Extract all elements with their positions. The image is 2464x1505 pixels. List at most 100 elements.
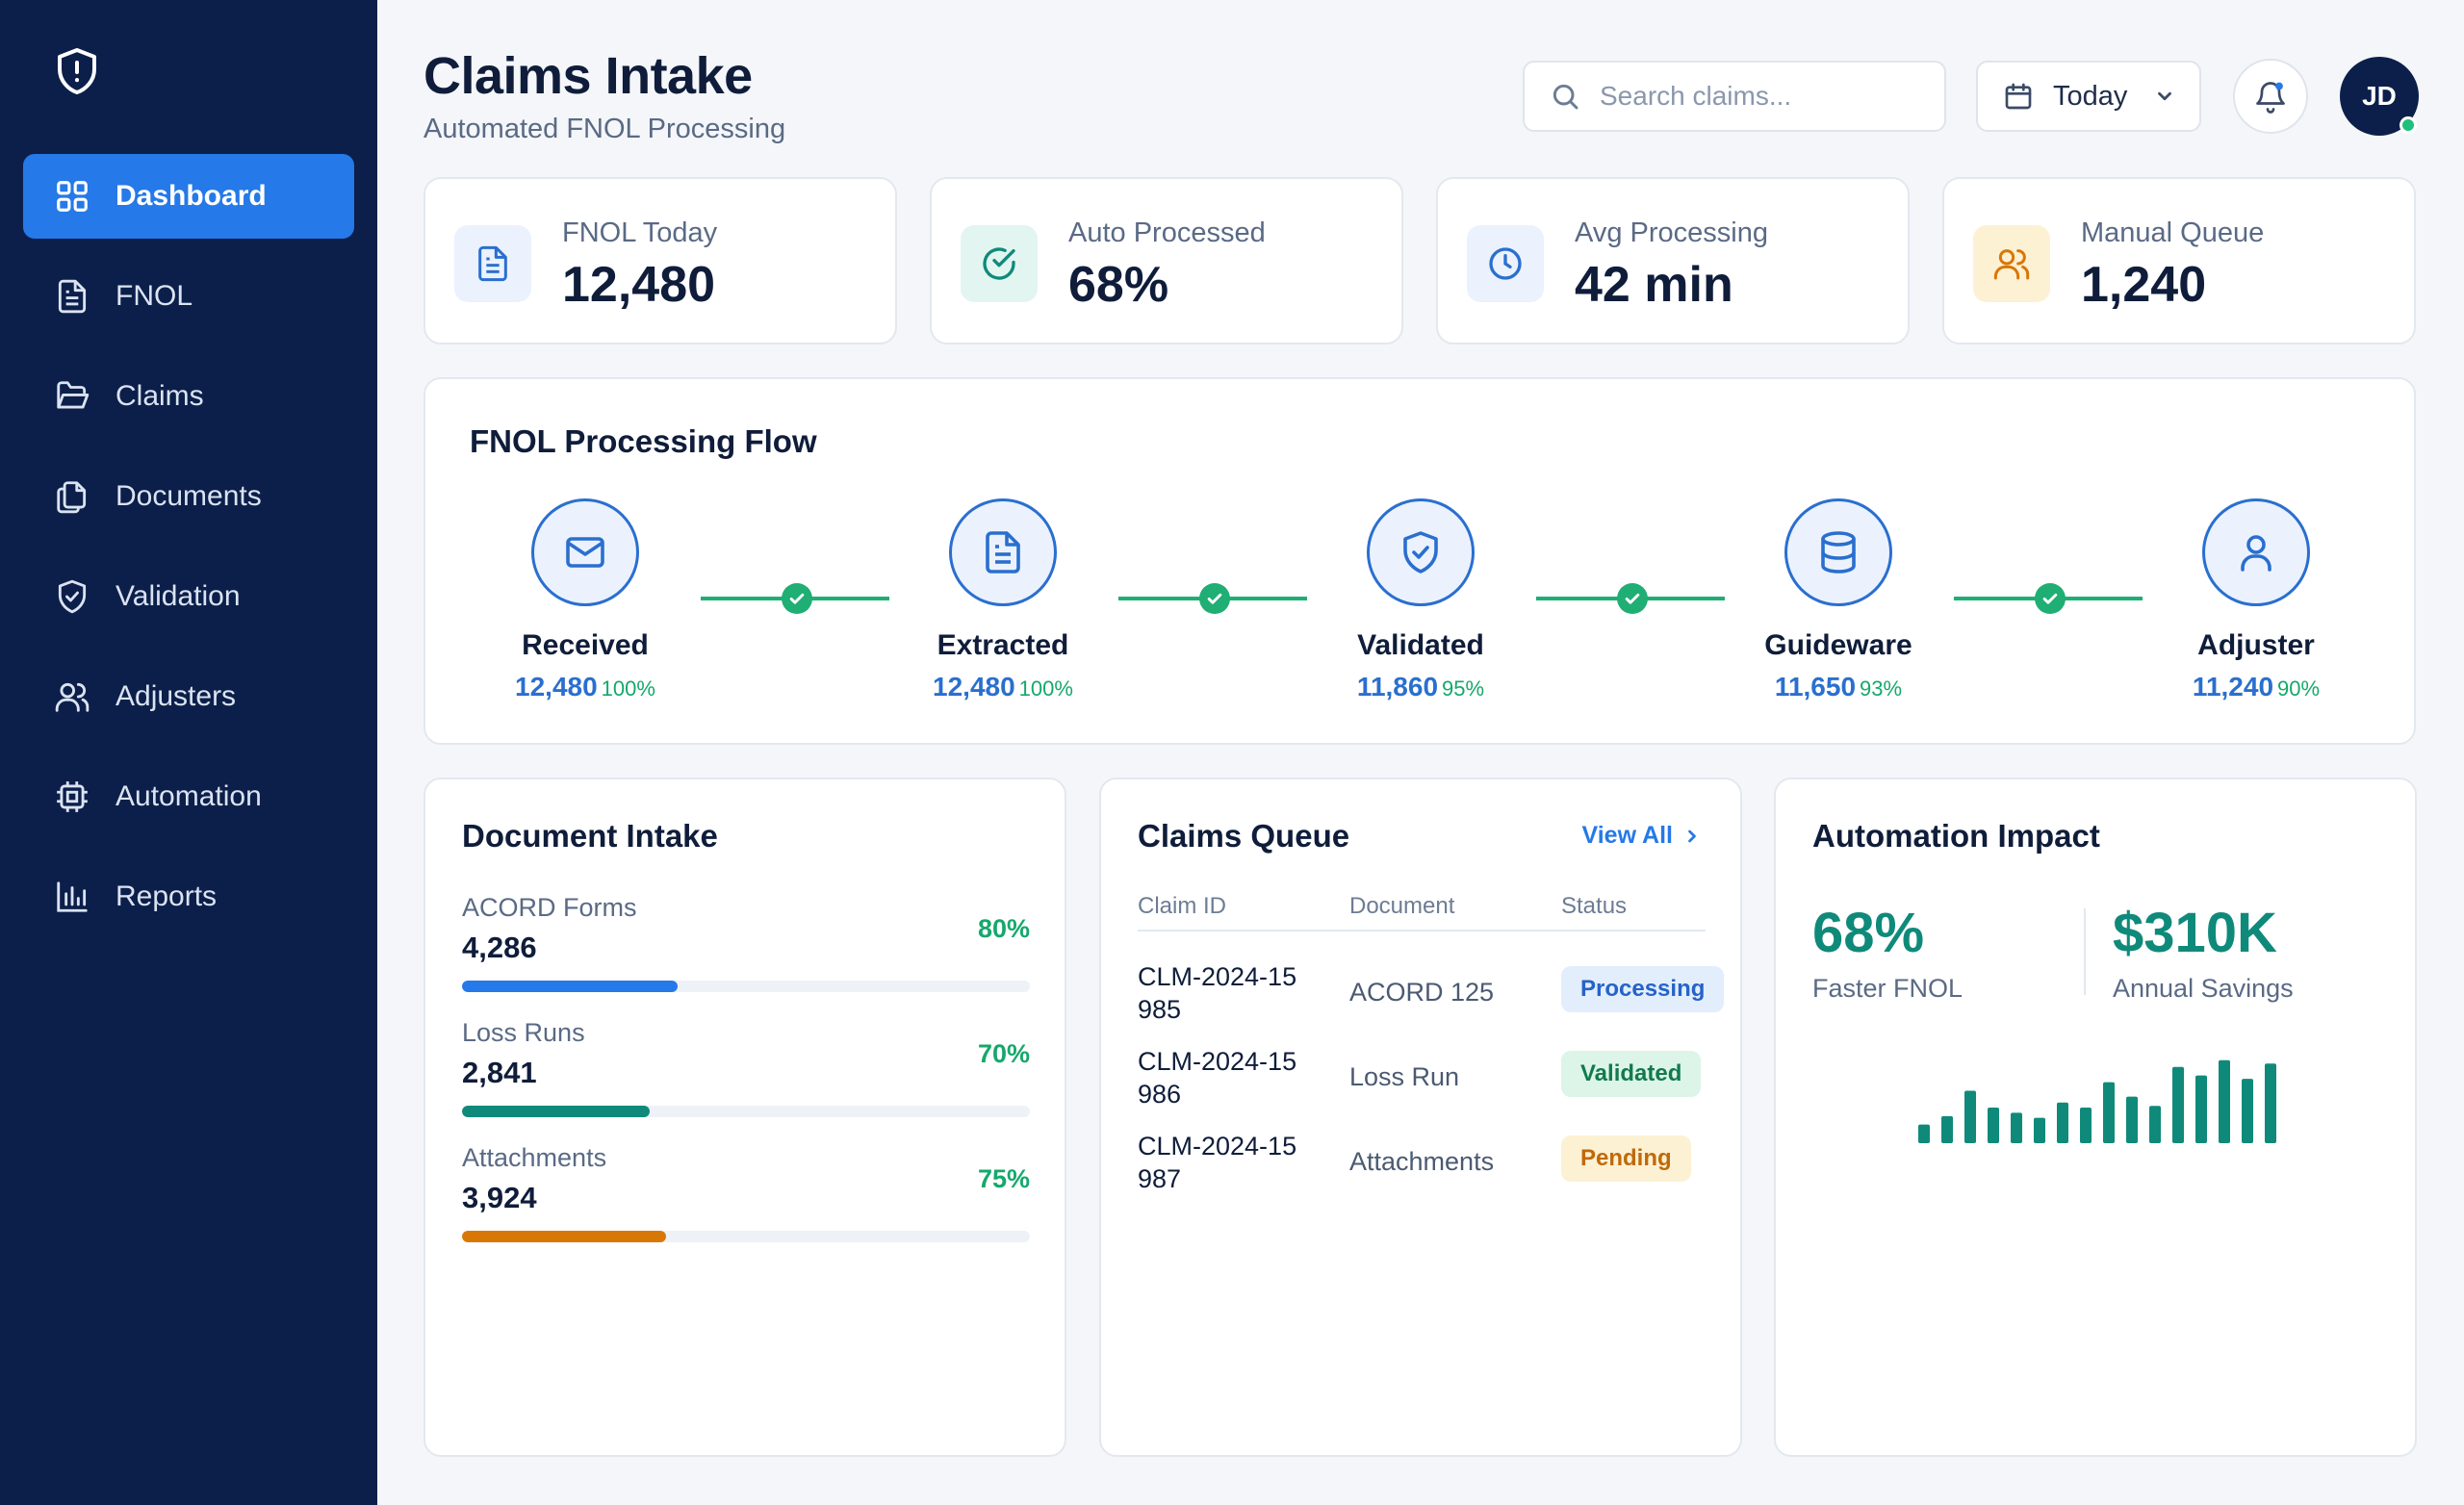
progress-fill bbox=[462, 1231, 667, 1242]
claim-id: CLM-2024-15 986 bbox=[1138, 1047, 1297, 1109]
sidebar-item-reports[interactable]: Reports bbox=[23, 855, 354, 939]
search-input[interactable] bbox=[1600, 81, 1927, 112]
automation-sparkline bbox=[1918, 1059, 2276, 1143]
sidebar-item-label: Automation bbox=[116, 780, 262, 812]
sidebar-item-adjusters[interactable]: Adjusters bbox=[23, 654, 354, 739]
sidebar-item-label: Adjusters bbox=[116, 680, 237, 712]
search-box[interactable] bbox=[1523, 61, 1946, 132]
step-name: Extracted bbox=[937, 629, 1069, 661]
calendar-icon bbox=[2005, 83, 2032, 110]
intake-value: 3,924 bbox=[462, 1181, 537, 1214]
status-badge: Validated bbox=[1561, 1051, 1702, 1097]
view-all-label: View All bbox=[1581, 822, 1673, 849]
sparkline-bar bbox=[2126, 1096, 2138, 1143]
step-stats: 12,480 100% bbox=[460, 672, 710, 702]
folder-open-icon bbox=[57, 381, 90, 409]
step-count: 11,650 bbox=[1774, 672, 1857, 701]
database-icon bbox=[1784, 498, 1892, 606]
step-count: 12,480 bbox=[515, 672, 598, 701]
status-badge: Processing bbox=[1561, 966, 1725, 1012]
progress-fill bbox=[462, 1106, 650, 1117]
flow-connector bbox=[1954, 583, 2143, 614]
card-title: Claims Queue bbox=[1138, 818, 1350, 854]
column-header-claim-id: Claim ID bbox=[1138, 893, 1227, 919]
sidebar-nav: Dashboard FNOL Claims Documents Validati… bbox=[23, 154, 354, 955]
stat-value: 12,480 bbox=[562, 257, 716, 313]
flow-step-adjuster[interactable]: Adjuster 11,240 90% bbox=[2131, 498, 2381, 702]
check-icon bbox=[1617, 583, 1648, 614]
sparkline-bar bbox=[2103, 1082, 2115, 1143]
shield-alert-icon[interactable] bbox=[54, 46, 100, 96]
step-stats: 11,240 90% bbox=[2131, 672, 2381, 702]
flow-step-extracted[interactable]: Extracted 12,480 100% bbox=[878, 498, 1128, 702]
faster-fnol-value: 68% bbox=[1812, 902, 1925, 964]
sparkline-bar bbox=[2057, 1102, 2068, 1143]
bell-icon bbox=[2256, 82, 2285, 114]
sparkline-bar bbox=[1918, 1124, 1930, 1143]
step-name: Validated bbox=[1357, 629, 1484, 661]
flow-step-validated[interactable]: Validated 11,860 95% bbox=[1296, 498, 1546, 702]
notifications-button[interactable] bbox=[2233, 59, 2308, 134]
progress-track bbox=[462, 981, 1030, 992]
flow-connector bbox=[1118, 583, 1307, 614]
column-header-status: Status bbox=[1561, 893, 1628, 919]
sparkline-bar bbox=[2149, 1106, 2161, 1143]
stat-value: 42 min bbox=[1575, 257, 1733, 313]
sidebar-item-claims[interactable]: Claims bbox=[23, 354, 354, 439]
sparkline-bar bbox=[1941, 1115, 1953, 1143]
intake-value: 2,841 bbox=[462, 1056, 537, 1089]
step-count: 12,480 bbox=[933, 672, 1015, 701]
claim-id: CLM-2024-15 987 bbox=[1138, 1132, 1297, 1193]
card-title: Document Intake bbox=[462, 818, 718, 854]
check-icon bbox=[782, 583, 812, 614]
sidebar-item-fnol[interactable]: FNOL bbox=[23, 254, 354, 339]
page-title: Claims Intake bbox=[424, 47, 753, 105]
stat-label: Avg Processing bbox=[1575, 217, 1768, 248]
progress-track bbox=[462, 1106, 1030, 1117]
stat-label: FNOL Today bbox=[562, 217, 718, 248]
check-icon bbox=[1199, 583, 1230, 614]
shield-check-icon bbox=[58, 579, 87, 614]
sidebar-item-validation[interactable]: Validation bbox=[23, 554, 354, 639]
file-text-icon bbox=[58, 279, 87, 314]
column-header-document: Document bbox=[1349, 893, 1455, 919]
intake-percent: 75% bbox=[977, 1164, 1030, 1193]
stat-label: Manual Queue bbox=[2081, 217, 2265, 248]
check-icon bbox=[2035, 583, 2066, 614]
stat-card-manual-queue: Manual Queue 1,240 bbox=[1942, 177, 2416, 344]
step-count: 11,860 bbox=[1356, 672, 1439, 701]
step-stats: 11,860 95% bbox=[1296, 672, 1546, 702]
step-name: Adjuster bbox=[2197, 629, 2315, 661]
step-percent: 93% bbox=[1860, 676, 1903, 701]
sidebar-item-dashboard[interactable]: Dashboard bbox=[23, 154, 354, 239]
annual-savings-value: $310K bbox=[2113, 902, 2277, 964]
sidebar-item-label: Dashboard bbox=[116, 180, 267, 212]
sidebar-item-documents[interactable]: Documents bbox=[23, 454, 354, 539]
progress-track bbox=[462, 1231, 1030, 1242]
check-circle-icon bbox=[961, 225, 1038, 302]
sidebar-item-label: Documents bbox=[116, 480, 262, 512]
claim-id: CLM-2024-15 985 bbox=[1138, 962, 1297, 1024]
avatar[interactable]: JD bbox=[2340, 57, 2419, 136]
intake-row-acord-forms: ACORD Forms 4,286 80% bbox=[462, 893, 1030, 992]
processing-flow-card: FNOL Processing Flow Received 12,480 100%… bbox=[424, 377, 2416, 745]
step-name: Received bbox=[522, 629, 649, 661]
page-subtitle: Automated FNOL Processing bbox=[424, 114, 786, 144]
flow-step-received[interactable]: Received 12,480 100% bbox=[460, 498, 710, 702]
table-row[interactable]: CLM-2024-15 986 Loss Run Validated bbox=[1138, 1032, 1734, 1116]
search-icon bbox=[1553, 84, 1578, 110]
date-filter-select[interactable]: Today bbox=[1976, 61, 2201, 132]
flow-step-guideware[interactable]: Guideware 11,650 93% bbox=[1713, 498, 1964, 702]
automation-impact-card: Automation Impact 68% Faster FNOL $310K … bbox=[1774, 778, 2417, 1457]
view-all-link[interactable]: View All bbox=[1582, 822, 1702, 850]
sparkline-bar bbox=[2265, 1063, 2276, 1143]
intake-percent: 70% bbox=[977, 1039, 1030, 1068]
card-title: FNOL Processing Flow bbox=[470, 423, 817, 459]
table-row[interactable]: CLM-2024-15 987 Attachments Pending bbox=[1138, 1116, 1734, 1201]
claims-queue-card: Claims Queue View All Claim ID Document … bbox=[1099, 778, 1742, 1457]
intake-label: Attachments bbox=[462, 1143, 607, 1172]
sidebar-item-automation[interactable]: Automation bbox=[23, 754, 354, 839]
table-row[interactable]: CLM-2024-15 985 ACORD 125 Processing bbox=[1138, 947, 1734, 1032]
claim-document: Loss Run bbox=[1349, 1062, 1460, 1091]
avatar-initials: JD bbox=[2362, 81, 2397, 111]
